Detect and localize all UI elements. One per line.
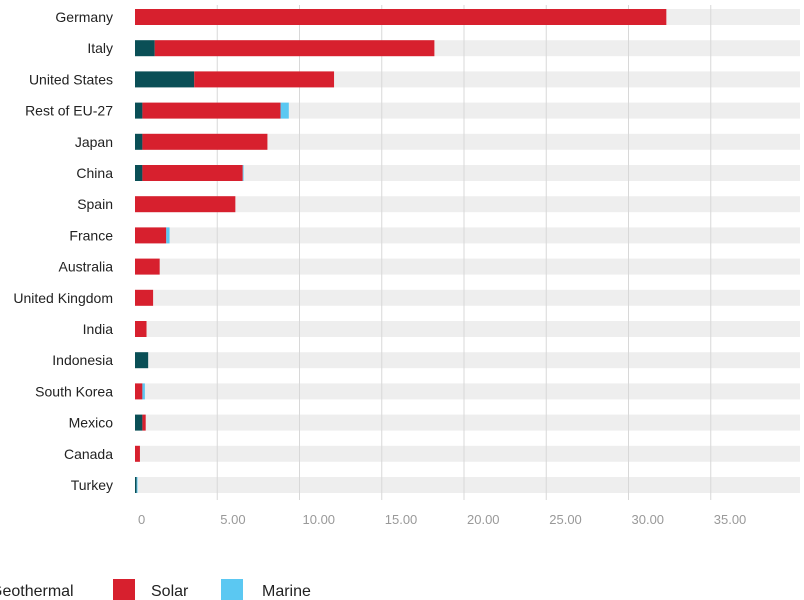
category-label: Germany	[55, 9, 113, 25]
category-label: South Korea	[35, 383, 113, 399]
x-tick-label: 0	[138, 512, 145, 527]
category-label: India	[83, 321, 114, 337]
bar-segment-marine	[166, 227, 170, 244]
bar-segment-geothermal	[135, 102, 143, 119]
category-label: Turkey	[71, 477, 113, 493]
x-tick-label: 20.00	[467, 512, 500, 527]
bar-segment-marine	[242, 165, 244, 181]
category-label: Australia	[59, 259, 114, 275]
category-label: Mexico	[69, 415, 114, 431]
category-label: Japan	[75, 134, 113, 150]
x-tick-label: 15.00	[385, 512, 418, 527]
row-background-layer	[135, 9, 800, 493]
gridline-layer	[216, 5, 712, 500]
row-background	[135, 445, 800, 462]
bar-segment-marine	[280, 102, 289, 119]
row-background	[135, 133, 800, 150]
bar-segment-solar	[142, 133, 268, 150]
category-label: United Kingdom	[13, 290, 113, 306]
legend: Geothermal Solar Marine	[0, 579, 311, 600]
category-label: Spain	[77, 196, 113, 212]
category-label: Italy	[87, 40, 113, 56]
bar-segment-marine	[142, 383, 145, 400]
legend-label-marine: Marine	[262, 583, 311, 600]
x-tick-label: 35.00	[714, 512, 747, 527]
row-background	[135, 321, 800, 337]
legend-label-geothermal: Geothermal	[0, 583, 74, 600]
row-background	[135, 414, 800, 431]
bar-segment-solar	[135, 9, 667, 25]
category-label: France	[69, 227, 113, 243]
legend-label-solar: Solar	[151, 583, 189, 600]
bar-segment-geothermal	[135, 71, 195, 88]
legend-swatch-solar	[113, 579, 135, 600]
bar-segment-solar	[135, 289, 154, 306]
bar-segment-solar	[142, 102, 281, 119]
row-background	[135, 477, 800, 493]
bar-segment-solar	[135, 321, 147, 337]
row-background	[135, 165, 800, 181]
category-label: United States	[29, 71, 113, 87]
bar-segment-solar	[135, 227, 167, 244]
x-tick-label: 25.00	[549, 512, 582, 527]
bar-segment-solar	[135, 383, 143, 400]
bar-segment-marine	[136, 477, 138, 493]
bar-segment-solar	[135, 258, 160, 275]
bar-segment-solar	[135, 445, 140, 462]
x-tick-label: 30.00	[632, 512, 665, 527]
bar-segment-geothermal	[135, 165, 143, 181]
row-background	[135, 352, 800, 369]
bar-segment-solar	[135, 196, 236, 213]
bar-layer	[135, 9, 667, 493]
x-tick-label: 5.00	[220, 512, 245, 527]
legend-swatch-marine	[221, 579, 243, 600]
row-background	[135, 383, 800, 400]
bar-segment-geothermal	[135, 414, 143, 431]
x-tick-label: 10.00	[303, 512, 336, 527]
row-background	[135, 289, 800, 306]
bar-segment-geothermal	[135, 352, 149, 369]
bar-segment-solar	[194, 71, 335, 88]
row-background	[135, 258, 800, 275]
bar-segment-geothermal	[135, 133, 143, 150]
bar-segment-solar	[142, 414, 146, 431]
x-tick-layer: 0 5.00 10.00 15.00 20.00 25.00 30.00 35.00	[138, 512, 746, 527]
row-background	[135, 102, 800, 119]
category-label: China	[76, 165, 113, 181]
bar-segment-solar	[154, 40, 435, 57]
bar-segment-geothermal	[135, 477, 137, 493]
category-label: Indonesia	[52, 352, 113, 368]
bar-segment-geothermal	[135, 40, 155, 57]
category-label-layer: Germany Italy United States Rest of EU-27 Ja…	[13, 9, 113, 493]
row-background	[135, 227, 800, 244]
category-label: Canada	[64, 446, 113, 462]
category-label: Rest of EU-27	[25, 103, 113, 119]
row-background	[135, 196, 800, 213]
bar-segment-solar	[142, 165, 243, 181]
